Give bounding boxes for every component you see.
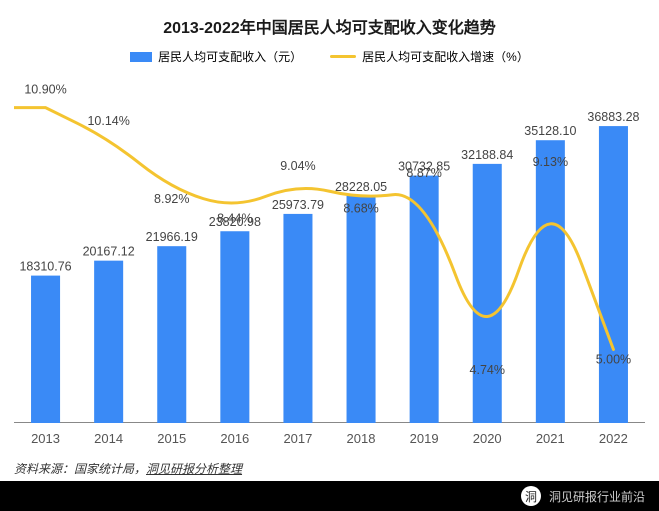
x-tick-label: 2016 (203, 431, 266, 451)
svg-text:28228.05: 28228.05 (335, 180, 387, 194)
footer-brand: 洞见研报行业前沿 (549, 488, 645, 505)
svg-text:18310.76: 18310.76 (19, 260, 71, 274)
svg-text:8.92%: 8.92% (154, 192, 189, 206)
svg-text:36883.28: 36883.28 (587, 110, 639, 124)
svg-text:4.74%: 4.74% (470, 363, 505, 377)
chart-source: 资料来源：国家统计局，洞见研报分析整理 (14, 460, 242, 477)
chart-svg: 18310.7620167.1221966.1923820.9825973.79… (14, 71, 645, 423)
x-axis: 2013201420152016201720182019202020212022 (14, 431, 645, 451)
svg-text:8.68%: 8.68% (343, 202, 378, 216)
svg-text:9.13%: 9.13% (533, 155, 568, 169)
x-tick-label: 2014 (77, 431, 140, 451)
x-tick-label: 2021 (519, 431, 582, 451)
svg-text:8.44%: 8.44% (217, 211, 252, 225)
svg-text:10.14%: 10.14% (87, 114, 129, 128)
legend-line-swatch (330, 55, 356, 58)
footer-icon: 洞 (521, 486, 541, 506)
x-tick-label: 2015 (140, 431, 203, 451)
svg-text:9.04%: 9.04% (280, 159, 315, 173)
source-prefix: 资料来源：国家统计局， (14, 462, 146, 476)
footer: 洞 洞见研报行业前沿 (0, 481, 659, 511)
legend-line: 居民人均可支配收入增速（%） (330, 48, 529, 65)
legend-bar: 居民人均可支配收入（元） (130, 48, 302, 65)
chart-area: 18310.7620167.1221966.1923820.9825973.79… (14, 71, 645, 451)
legend-bar-label: 居民人均可支配收入（元） (158, 48, 302, 65)
svg-text:32188.84: 32188.84 (461, 148, 513, 162)
svg-text:35128.10: 35128.10 (524, 124, 576, 138)
x-tick-label: 2020 (456, 431, 519, 451)
svg-text:21966.19: 21966.19 (146, 230, 198, 244)
x-tick-label: 2013 (14, 431, 77, 451)
chart-title: 2013-2022年中国居民人均可支配收入变化趋势 (0, 0, 659, 38)
legend-bar-swatch (130, 52, 152, 62)
source-link[interactable]: 洞见研报分析整理 (146, 462, 242, 476)
svg-text:25973.79: 25973.79 (272, 198, 324, 212)
svg-text:10.90%: 10.90% (24, 83, 66, 97)
x-tick-label: 2018 (329, 431, 392, 451)
svg-text:20167.12: 20167.12 (83, 245, 135, 259)
x-tick-label: 2017 (266, 431, 329, 451)
x-tick-label: 2019 (393, 431, 456, 451)
legend: 居民人均可支配收入（元） 居民人均可支配收入增速（%） (0, 48, 659, 65)
svg-text:5.00%: 5.00% (596, 353, 631, 367)
svg-text:8.87%: 8.87% (406, 166, 441, 180)
x-tick-label: 2022 (582, 431, 645, 451)
legend-line-label: 居民人均可支配收入增速（%） (362, 48, 529, 65)
